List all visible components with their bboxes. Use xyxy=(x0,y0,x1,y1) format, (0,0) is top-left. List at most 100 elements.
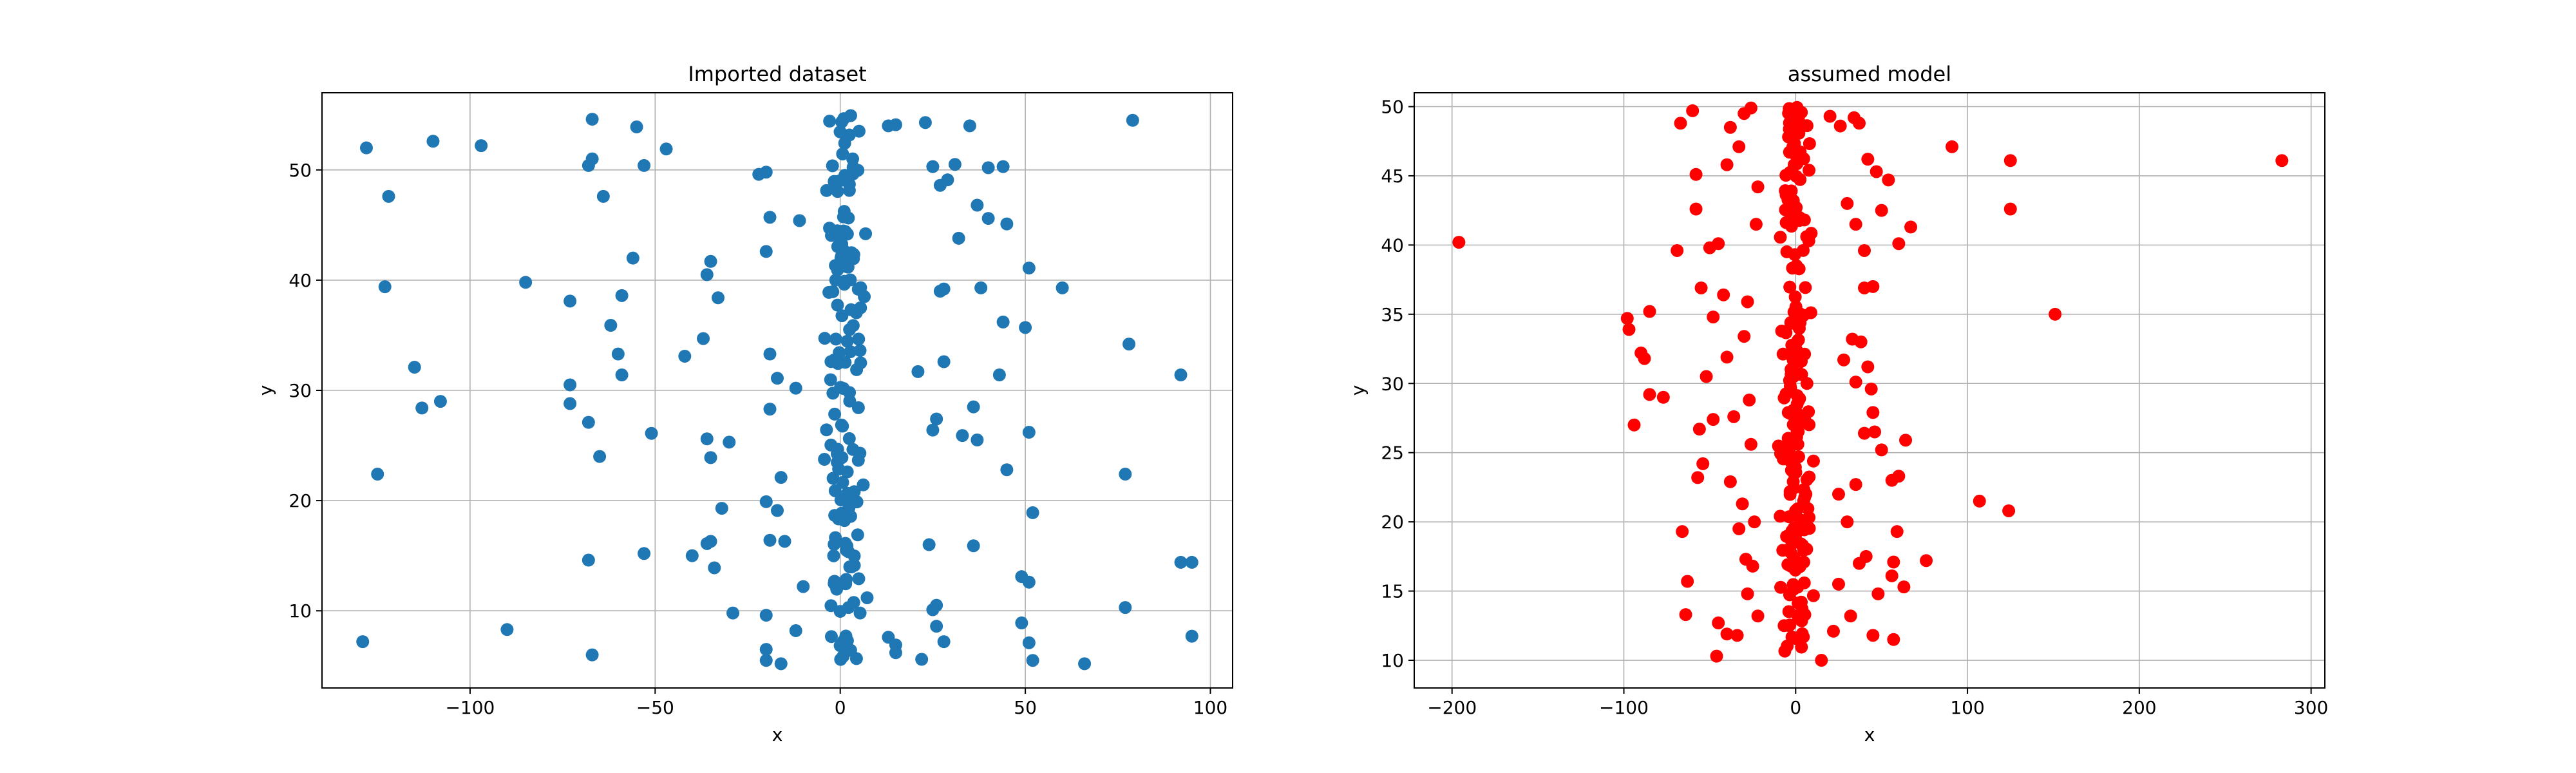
right-data-point xyxy=(1801,502,1815,515)
right-data-point xyxy=(1783,379,1797,393)
right-data-point xyxy=(1892,470,1906,483)
right-x-tick-label: −100 xyxy=(1599,697,1649,718)
right-data-point xyxy=(1882,173,1895,187)
left-data-point xyxy=(582,553,595,567)
right-data-point xyxy=(1837,353,1850,367)
left-data-point xyxy=(926,160,940,173)
left-grid xyxy=(322,93,1233,688)
right-data-point xyxy=(1732,140,1746,153)
right-data-point xyxy=(1803,470,1816,484)
right-data-point xyxy=(1783,166,1797,179)
left-data-point xyxy=(836,147,849,160)
left-data-point xyxy=(763,533,777,547)
left-data-point xyxy=(845,560,858,573)
left-data-point xyxy=(828,484,842,497)
right-data-point xyxy=(1787,551,1801,565)
right-data-point xyxy=(1788,290,1802,303)
left-data-point xyxy=(1000,217,1014,231)
right-data-point xyxy=(1751,180,1765,194)
right-data-point xyxy=(1857,243,1871,257)
right-data-point xyxy=(1727,410,1741,423)
right-data-point xyxy=(1904,220,1918,234)
right-y-axis-label: y xyxy=(1347,385,1368,396)
left-data-point xyxy=(356,635,370,649)
right-y-tick-label: 35 xyxy=(1381,304,1404,325)
left-data-point xyxy=(837,112,851,126)
right-data-point xyxy=(1723,120,1737,134)
right-data-point xyxy=(1783,146,1796,159)
right-data-point xyxy=(1689,202,1703,216)
left-data-point xyxy=(604,319,618,332)
left-x-tick-label: −50 xyxy=(636,697,674,718)
left-data-point xyxy=(831,185,844,198)
right-y-tick-label: 20 xyxy=(1381,511,1404,533)
left-data-point xyxy=(889,646,902,660)
right-data-point xyxy=(1775,324,1788,338)
left-x-tick-label: −100 xyxy=(445,697,495,718)
left-data-point xyxy=(839,629,853,643)
left-data-point xyxy=(841,260,855,274)
right-data-point xyxy=(1783,280,1797,294)
left-data-point xyxy=(1022,575,1036,589)
left-data-point xyxy=(519,276,533,289)
left-data-point xyxy=(971,434,984,446)
right-data-point xyxy=(1785,184,1798,198)
left-y-tick-label: 50 xyxy=(289,160,312,181)
left-data-point xyxy=(774,657,788,671)
left-data-point xyxy=(846,443,860,456)
right-data-point xyxy=(1788,563,1802,577)
left-data-point xyxy=(831,298,844,312)
right-data-point xyxy=(1622,323,1636,336)
left-data-point xyxy=(971,198,984,212)
left-data-point xyxy=(820,184,833,197)
left-data-point xyxy=(630,120,643,134)
left-data-point xyxy=(1022,426,1036,439)
left-data-point xyxy=(840,334,854,348)
left-data-point xyxy=(930,620,943,633)
left-data-point xyxy=(359,141,373,155)
left-data-point xyxy=(842,432,856,445)
right-data-point xyxy=(1720,158,1734,171)
left-data-point xyxy=(941,173,954,187)
left-data-point xyxy=(823,115,837,128)
right-data-point xyxy=(1866,406,1880,419)
right-data-point xyxy=(1815,654,1828,667)
right-data-point xyxy=(1627,418,1641,432)
right-points xyxy=(1452,100,2289,667)
left-data-point xyxy=(852,124,866,138)
left-data-point xyxy=(844,303,858,316)
right-data-point xyxy=(1861,360,1875,374)
left-data-point xyxy=(826,159,839,173)
right-data-point xyxy=(1887,555,1900,569)
right-data-point xyxy=(1857,426,1871,440)
right-data-point xyxy=(2049,307,2062,321)
right-data-point xyxy=(1776,347,1790,361)
right-data-point xyxy=(1899,434,1913,447)
left-data-point xyxy=(564,397,577,410)
right-data-point xyxy=(1795,539,1809,552)
right-grid xyxy=(1414,93,2325,688)
right-x-tick-label: 0 xyxy=(1790,697,1801,718)
left-data-point xyxy=(843,386,857,399)
left-data-point xyxy=(918,116,932,129)
right-data-point xyxy=(1777,619,1791,633)
left-data-point xyxy=(824,630,838,644)
left-data-point xyxy=(638,547,651,560)
left-data-point xyxy=(426,135,440,148)
left-data-point xyxy=(829,332,842,346)
left-data-point xyxy=(818,332,831,345)
left-ticks: −100 −50 0 50 100 10 20 30 40 50 xyxy=(289,160,1227,718)
left-data-point xyxy=(726,606,740,620)
right-data-point xyxy=(1806,454,1820,468)
left-data-point xyxy=(763,211,777,224)
left-data-point xyxy=(1015,616,1028,630)
left-data-point xyxy=(708,561,721,575)
right-data-point xyxy=(1875,204,1888,217)
right-data-point xyxy=(1782,510,1795,524)
left-data-point xyxy=(834,493,848,507)
left-data-point xyxy=(853,344,867,358)
left-data-point xyxy=(926,423,940,437)
left-data-point xyxy=(847,596,860,609)
right-data-point xyxy=(1736,497,1749,511)
right-data-point xyxy=(1744,437,1757,451)
